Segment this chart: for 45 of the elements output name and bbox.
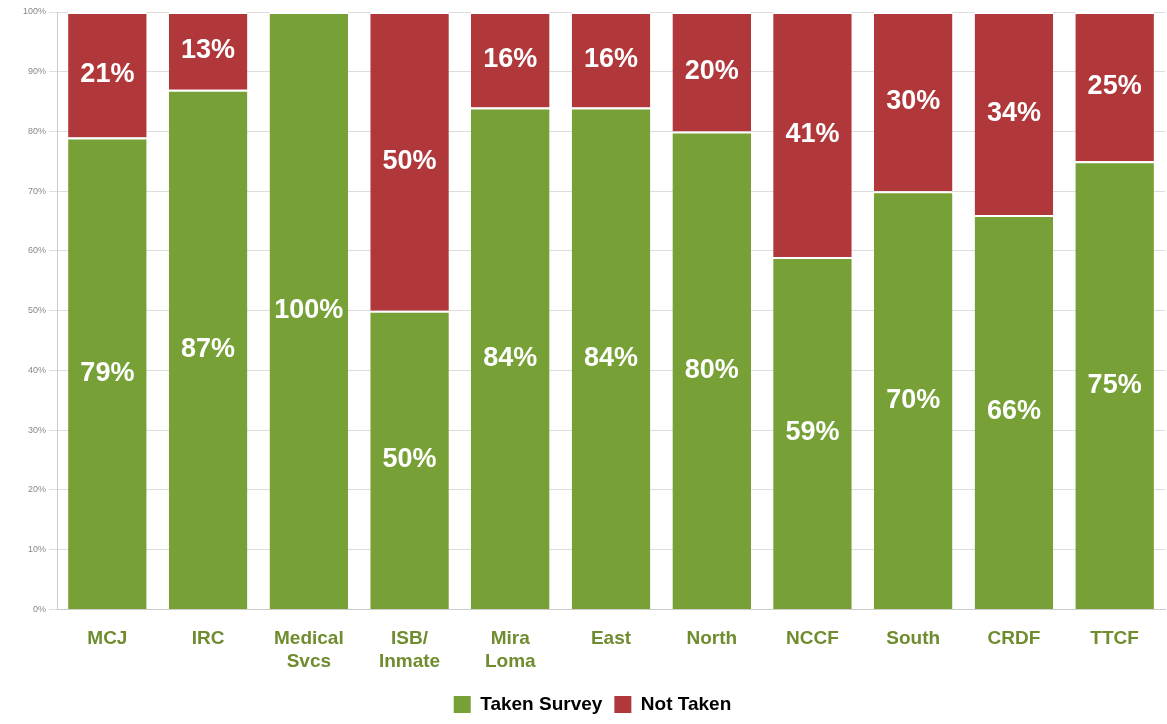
y-tick-label: 20% bbox=[28, 484, 47, 495]
x-tick-label: ISB/Inmate bbox=[378, 627, 441, 671]
data-label: 13% bbox=[181, 34, 236, 65]
x-tick-label: CRDF bbox=[987, 627, 1041, 649]
data-label: 87% bbox=[181, 332, 236, 363]
data-label: 79% bbox=[80, 356, 135, 387]
y-tick-label: 50% bbox=[28, 305, 47, 316]
data-label: 100% bbox=[274, 293, 344, 324]
y-tick-label: 90% bbox=[28, 66, 47, 77]
data-label: 21% bbox=[80, 58, 135, 89]
y-tick-label: 10% bbox=[28, 544, 47, 555]
y-tick-label: 0% bbox=[33, 603, 47, 614]
y-tick-label: 40% bbox=[28, 364, 47, 375]
x-tick-label: North bbox=[686, 627, 738, 649]
y-tick-label: 80% bbox=[28, 125, 47, 136]
data-label: 84% bbox=[583, 341, 639, 372]
data-label: 50% bbox=[382, 144, 437, 175]
data-label: 30% bbox=[886, 85, 941, 116]
legend-label: Taken Survey bbox=[480, 692, 603, 714]
data-label: 41% bbox=[785, 117, 840, 148]
data-label: 50% bbox=[382, 443, 437, 474]
data-label: 59% bbox=[785, 416, 840, 447]
y-tick-label: 30% bbox=[28, 424, 47, 435]
y-tick-label: 100% bbox=[22, 6, 47, 17]
x-tick-label: East bbox=[590, 627, 632, 649]
data-label: 16% bbox=[483, 43, 538, 74]
data-label: 34% bbox=[986, 97, 1041, 128]
legend-label: Not Taken bbox=[640, 692, 732, 714]
data-label: 20% bbox=[684, 55, 739, 86]
x-tick-label: Medical Svcs bbox=[273, 627, 344, 671]
x-tick-label: South bbox=[886, 627, 941, 649]
data-label: 25% bbox=[1087, 70, 1142, 101]
y-tick-label: 60% bbox=[28, 245, 47, 256]
data-label: 75% bbox=[1087, 368, 1142, 399]
y-tick-label: 70% bbox=[28, 185, 47, 196]
data-label: 66% bbox=[986, 395, 1041, 426]
data-label: 84% bbox=[483, 341, 538, 372]
x-tick-label: IRC bbox=[191, 627, 225, 649]
data-label: 70% bbox=[886, 383, 941, 414]
x-tick-label: Mira Loma bbox=[484, 627, 537, 671]
data-label: 80% bbox=[684, 353, 739, 384]
x-tick-label: TTCF bbox=[1090, 627, 1139, 649]
x-tick-label: NCCF bbox=[786, 627, 839, 649]
x-tick-label: MCJ bbox=[87, 627, 128, 649]
data-label: 16% bbox=[583, 43, 639, 74]
